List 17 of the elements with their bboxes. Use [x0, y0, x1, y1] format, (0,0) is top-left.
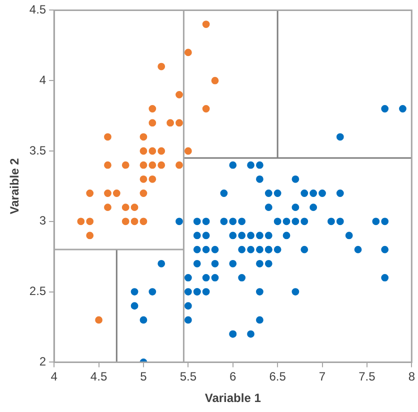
y-tick-label: 2.5 — [29, 284, 46, 298]
x-axis-title: Variable 1 — [204, 391, 262, 406]
x-tick-label: 4 — [50, 370, 58, 384]
y-tick-label: 3.5 — [29, 143, 46, 158]
y-tick-label: 3 — [39, 214, 46, 228]
x-tick-label: 7 — [318, 370, 326, 384]
x-tick-label: 5.5 — [180, 370, 197, 384]
y-axis-title: Varaible 2 — [8, 158, 22, 214]
y-tick-label: 2 — [39, 354, 46, 369]
x-tick-label: 6 — [230, 370, 237, 384]
x-tick-label: 7.5 — [358, 370, 376, 384]
y-tick-label: 4.5 — [29, 2, 46, 17]
x-tick-label: 8 — [408, 370, 416, 384]
x-tick-label: 4.5 — [90, 370, 108, 384]
x-tick-label: 6.5 — [269, 370, 286, 384]
x-tick-label: 5 — [140, 370, 148, 384]
y-tick-label: 4 — [39, 72, 46, 87]
